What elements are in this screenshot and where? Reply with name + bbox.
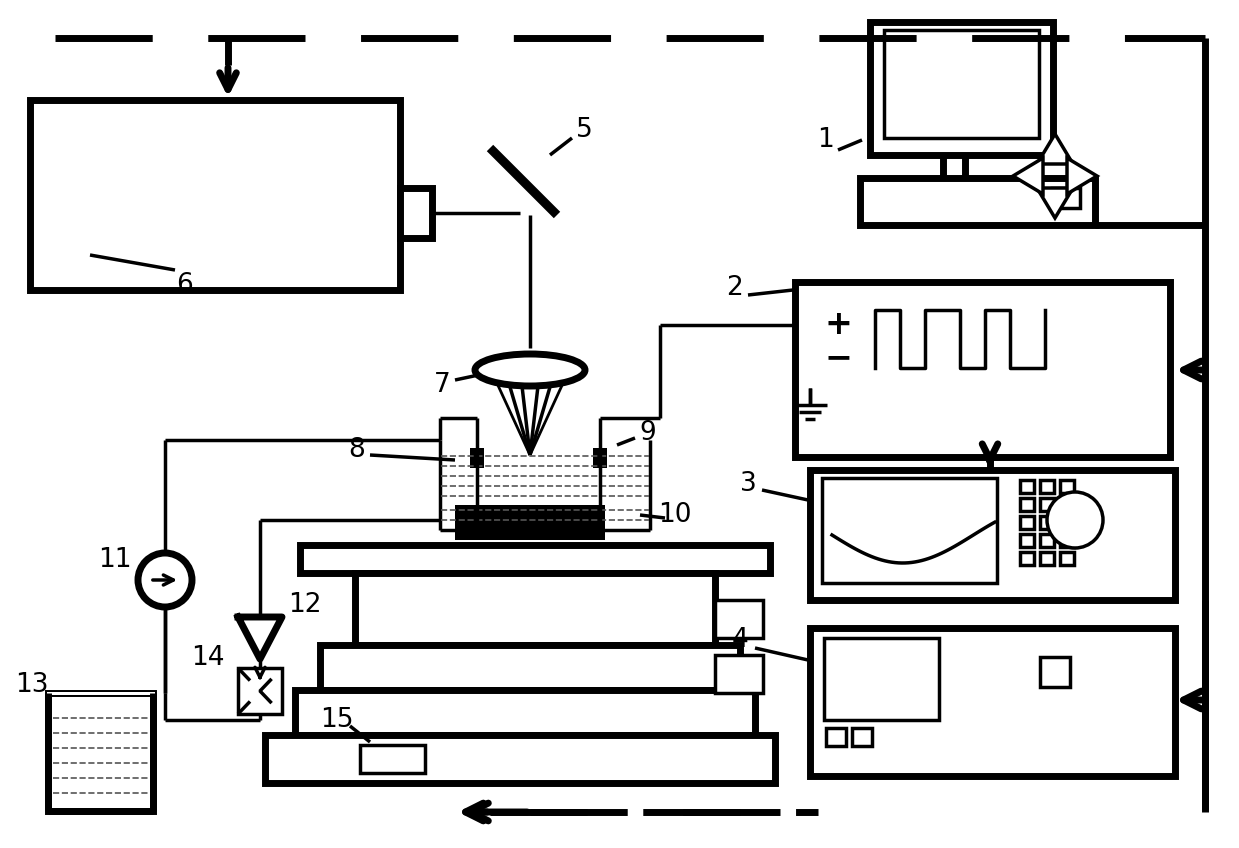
- Bar: [1061, 480, 1074, 493]
- Bar: [1040, 552, 1054, 565]
- Bar: [810, 628, 1175, 776]
- Bar: [821, 478, 997, 583]
- Bar: [238, 668, 282, 714]
- Text: 9: 9: [639, 420, 657, 446]
- Bar: [300, 545, 769, 573]
- Bar: [1061, 552, 1074, 565]
- Bar: [1020, 534, 1035, 547]
- Bar: [320, 645, 740, 690]
- Bar: [715, 655, 763, 693]
- Bar: [48, 693, 152, 811]
- Polygon shape: [1014, 158, 1043, 194]
- Bar: [1052, 188, 1080, 208]
- Text: −: −: [824, 342, 852, 375]
- Bar: [860, 178, 1095, 225]
- Text: 7: 7: [434, 372, 450, 398]
- Polygon shape: [1037, 134, 1073, 164]
- Text: 5: 5: [576, 117, 592, 143]
- Bar: [715, 600, 763, 638]
- Text: 10: 10: [658, 502, 691, 528]
- Bar: [1020, 516, 1035, 529]
- Bar: [1040, 498, 1054, 511]
- Text: 2: 2: [726, 275, 743, 301]
- Text: +: +: [824, 309, 852, 342]
- Bar: [47, 692, 155, 695]
- Bar: [1020, 552, 1035, 565]
- Text: 13: 13: [15, 672, 48, 698]
- Bar: [883, 30, 1040, 138]
- Text: 1: 1: [817, 127, 834, 153]
- Bar: [356, 573, 715, 645]
- Bar: [852, 728, 872, 746]
- Polygon shape: [1067, 158, 1097, 194]
- Text: 4: 4: [731, 627, 748, 653]
- Bar: [1040, 657, 1070, 687]
- Bar: [795, 282, 1170, 457]
- Text: 8: 8: [348, 437, 366, 463]
- Bar: [265, 735, 776, 783]
- Text: 11: 11: [98, 547, 131, 573]
- Text: 15: 15: [320, 707, 354, 733]
- Bar: [295, 690, 755, 735]
- Bar: [810, 470, 1175, 600]
- Bar: [1061, 516, 1074, 529]
- Bar: [400, 188, 432, 238]
- Bar: [1061, 534, 1074, 547]
- Text: 3: 3: [740, 471, 756, 497]
- Bar: [1040, 516, 1054, 529]
- Text: 6: 6: [177, 272, 193, 298]
- Bar: [1020, 498, 1035, 511]
- Bar: [824, 638, 939, 720]
- Bar: [1061, 498, 1074, 511]
- Bar: [1040, 480, 1054, 493]
- Bar: [826, 728, 846, 746]
- Circle shape: [138, 553, 192, 607]
- Bar: [1040, 534, 1054, 547]
- Bar: [361, 745, 425, 773]
- Ellipse shape: [475, 354, 585, 386]
- Bar: [870, 22, 1053, 155]
- Bar: [1020, 480, 1035, 493]
- Text: 12: 12: [289, 592, 322, 618]
- Bar: [30, 100, 400, 290]
- Polygon shape: [1037, 188, 1073, 218]
- Bar: [470, 448, 484, 468]
- Text: 14: 14: [191, 645, 224, 671]
- Bar: [455, 505, 605, 540]
- Circle shape: [1047, 492, 1103, 548]
- Bar: [593, 448, 607, 468]
